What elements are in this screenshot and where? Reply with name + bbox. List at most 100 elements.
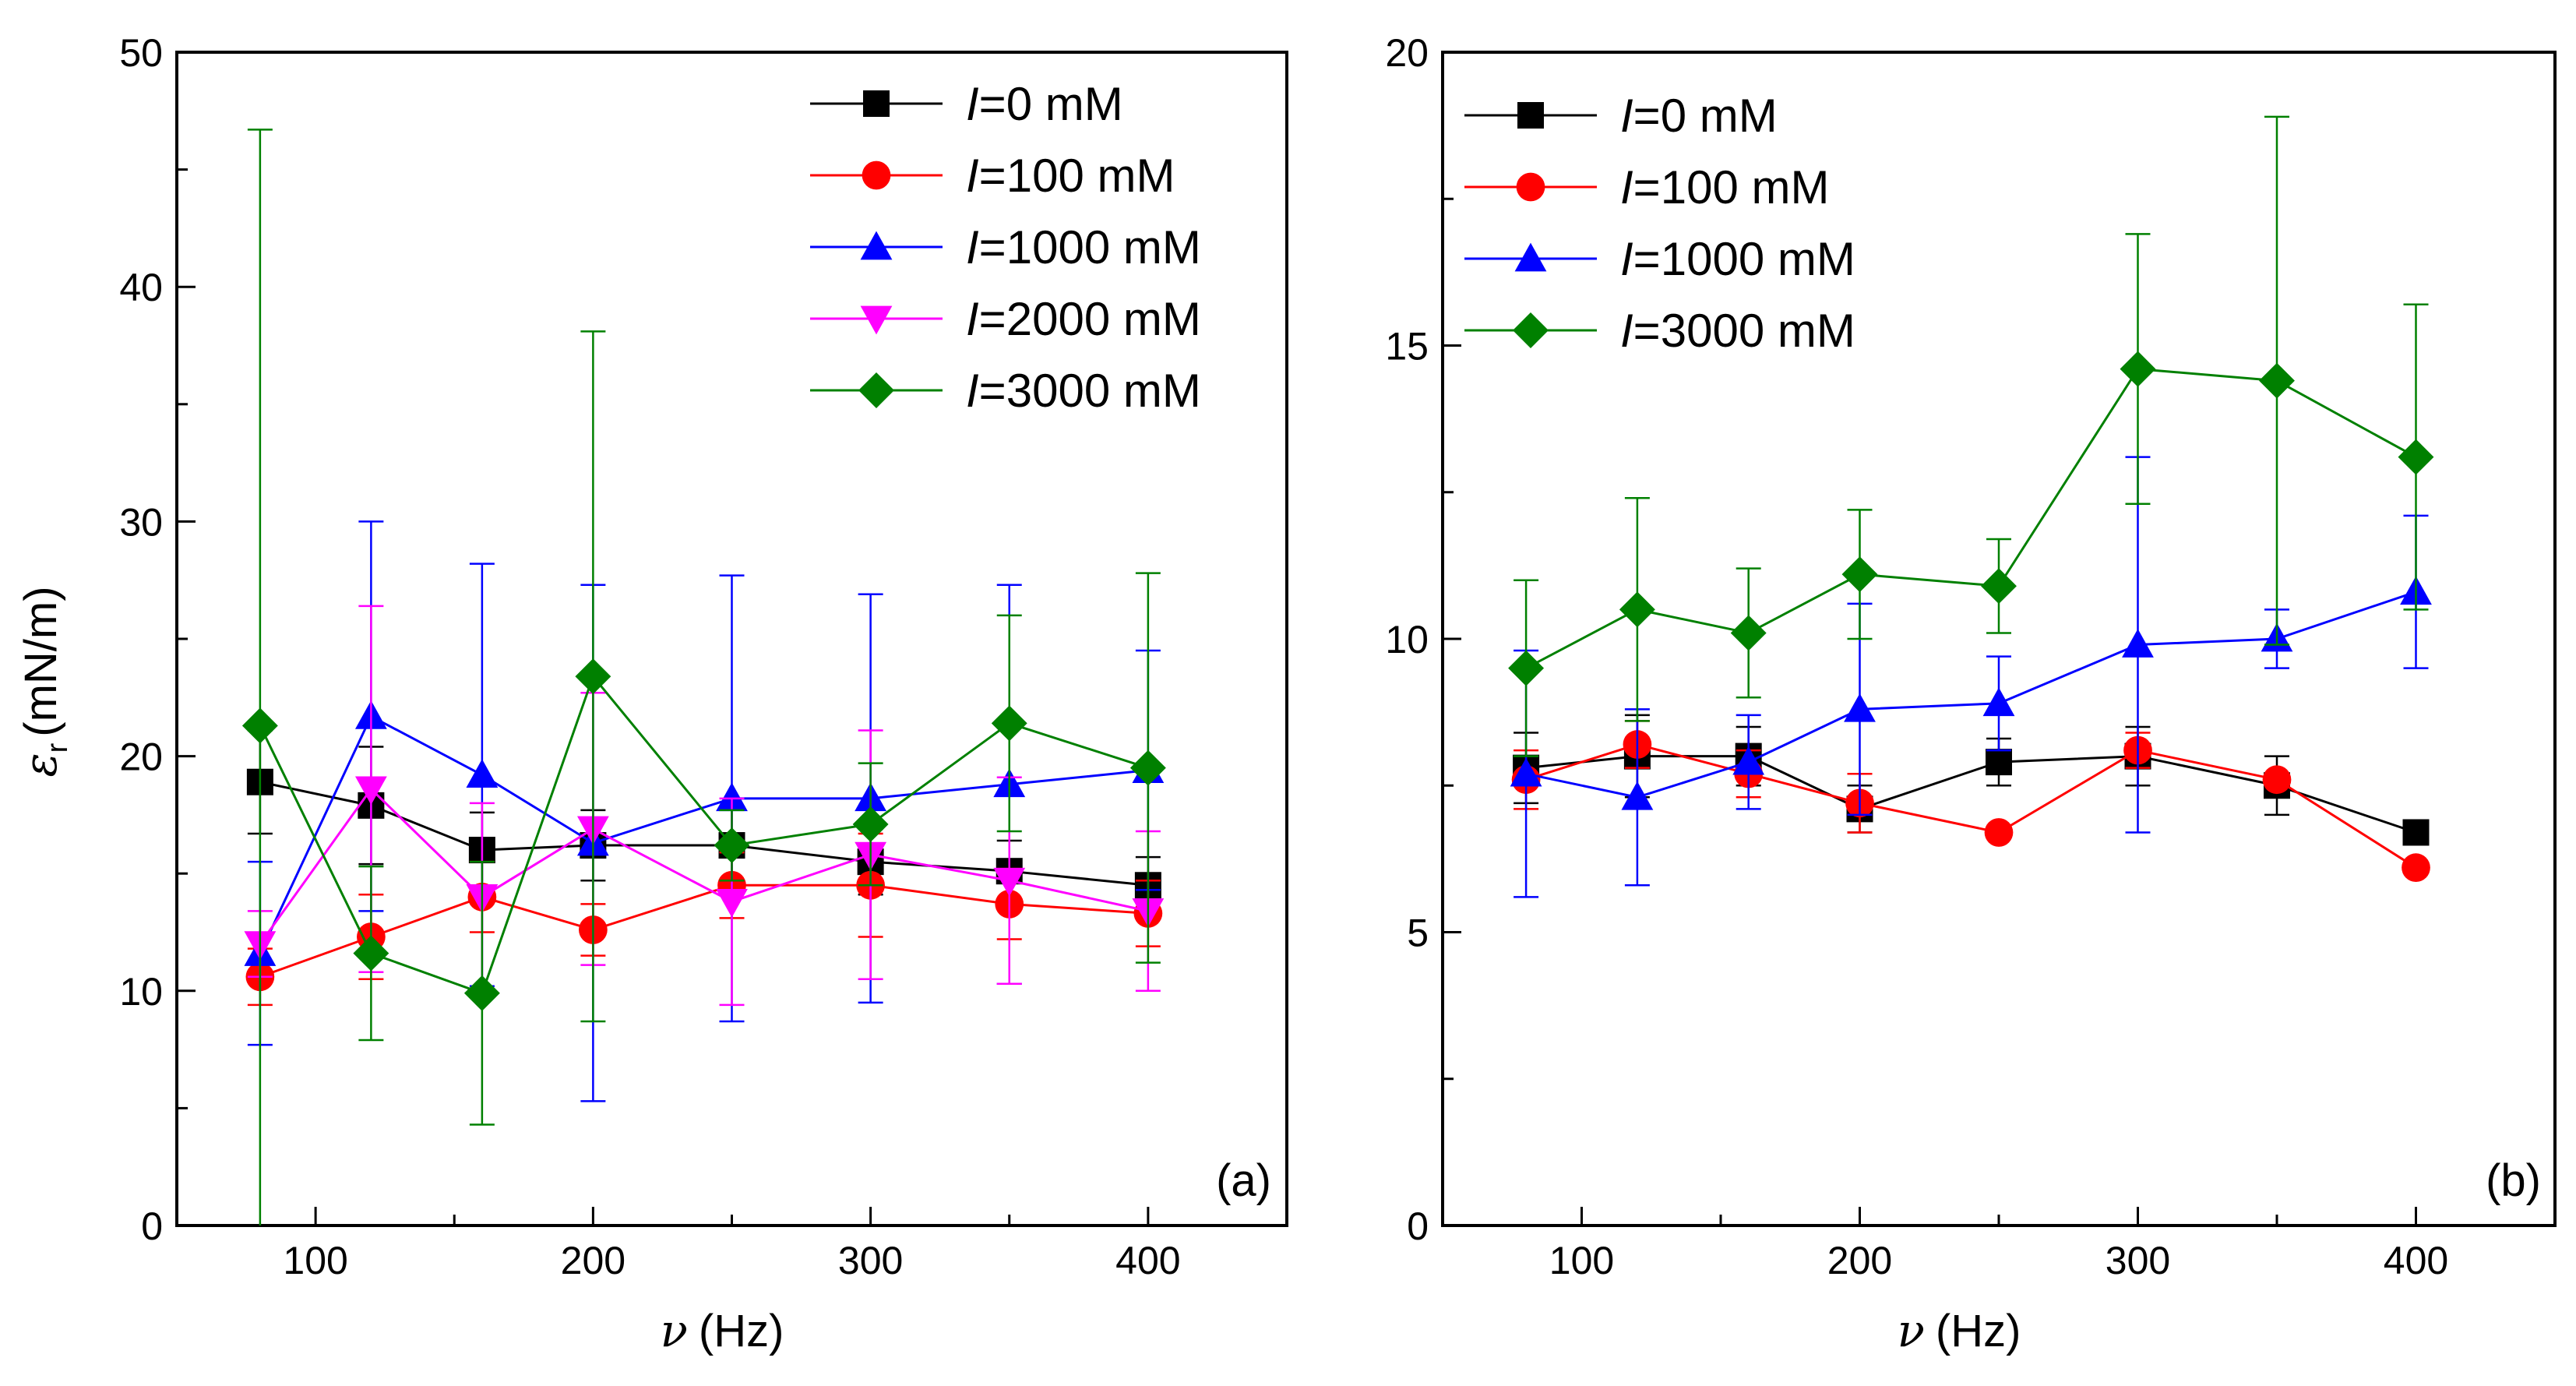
x-axis-label-a: ν (Hz) bbox=[661, 1304, 784, 1357]
x-axis-symbol-b: ν bbox=[1898, 1304, 1925, 1357]
legend-label-text: =3000 mM bbox=[979, 365, 1201, 417]
series-b-3 bbox=[1508, 115, 2434, 757]
x-tick-label-a: 100 bbox=[283, 1239, 347, 1282]
legend-label-symbol: I bbox=[1620, 233, 1633, 285]
y-axis-label: εr (mN/m) bbox=[14, 586, 74, 777]
legend-label-text: =1000 mM bbox=[979, 221, 1201, 273]
plot-frame-b bbox=[1441, 51, 2557, 1227]
legend-marker bbox=[858, 372, 894, 408]
legend-label-symbol: I bbox=[966, 150, 979, 202]
series-b-1 bbox=[1511, 720, 2430, 883]
series-line bbox=[1525, 591, 2416, 799]
data-point bbox=[1619, 591, 1655, 628]
legend-marker bbox=[860, 305, 893, 335]
legend-label-text: =1000 mM bbox=[1633, 233, 1855, 285]
legend-marker bbox=[1513, 312, 1549, 348]
data-point bbox=[1844, 693, 1876, 722]
x-tick-label-a: 200 bbox=[561, 1239, 625, 1282]
y-tick-label-a: 40 bbox=[119, 266, 163, 309]
y-tick-label-b: 0 bbox=[1407, 1204, 1429, 1248]
x-axis-unit-b: (Hz) bbox=[1936, 1306, 2021, 1356]
series-line bbox=[259, 787, 1149, 945]
x-axis-label-b: ν (Hz) bbox=[1898, 1304, 2021, 1357]
data-point bbox=[1732, 746, 1765, 775]
y-tick-label-a: 30 bbox=[119, 500, 163, 544]
legend-b: I=0 mMI=100 mMI=1000 mMI=3000 mM bbox=[1464, 90, 1855, 357]
data-point bbox=[1984, 818, 2014, 847]
legend-marker bbox=[860, 231, 893, 260]
legend-label-text: =100 mM bbox=[1633, 161, 1830, 213]
data-point bbox=[575, 658, 611, 695]
legend-label-symbol: I bbox=[966, 293, 979, 345]
y-axis-symbol: ε bbox=[14, 753, 67, 777]
x-tick-label-b: 200 bbox=[1827, 1239, 1892, 1282]
legend-marker bbox=[1514, 242, 1547, 272]
data-point bbox=[1986, 749, 2012, 776]
data-point bbox=[463, 975, 500, 1011]
data-point bbox=[714, 827, 750, 864]
y-tick-label-a: 20 bbox=[119, 735, 163, 779]
y-tick-label-b: 10 bbox=[1385, 618, 1429, 661]
data-point bbox=[241, 707, 278, 744]
x-tick-label-a: 400 bbox=[1115, 1239, 1180, 1282]
legend-label: I=3000 mM bbox=[1620, 305, 1855, 357]
legend-label: I=2000 mM bbox=[966, 293, 1201, 345]
legend-a: I=0 mMI=100 mMI=1000 mMI=2000 mMI=3000 m… bbox=[810, 78, 1201, 417]
data-point bbox=[353, 935, 389, 972]
data-point bbox=[466, 759, 499, 788]
series-a-1 bbox=[245, 832, 1163, 1007]
series-line bbox=[1525, 755, 2416, 834]
series-line bbox=[259, 781, 1149, 887]
legend-marker bbox=[862, 160, 891, 190]
data-point bbox=[2122, 629, 2154, 658]
y-tick-label-b: 20 bbox=[1385, 31, 1429, 75]
y-tick-label-a: 50 bbox=[119, 31, 163, 75]
y-tick-label-b: 15 bbox=[1385, 325, 1429, 369]
legend-marker bbox=[1516, 172, 1545, 202]
series-b-2 bbox=[1510, 456, 2432, 898]
legend-label-symbol: I bbox=[1620, 90, 1633, 142]
series-line bbox=[259, 883, 1148, 979]
data-point bbox=[1510, 757, 1542, 787]
data-point bbox=[993, 867, 1026, 897]
series-line bbox=[259, 714, 1149, 954]
legend-label: I=1000 mM bbox=[966, 221, 1201, 273]
legend-label: I=0 mM bbox=[966, 78, 1123, 130]
data-point bbox=[1730, 615, 1767, 651]
data-point bbox=[2402, 819, 2430, 846]
data-point bbox=[2402, 853, 2430, 883]
data-point bbox=[2120, 351, 2156, 387]
data-point bbox=[1508, 650, 1545, 686]
data-point bbox=[991, 705, 1027, 742]
legend-label-text: =100 mM bbox=[979, 150, 1175, 202]
series-line bbox=[259, 674, 1149, 995]
x-tick-label-b: 400 bbox=[2384, 1239, 2448, 1282]
legend-label-symbol: I bbox=[966, 78, 979, 130]
data-point bbox=[2398, 439, 2434, 475]
y-tick-label-a: 10 bbox=[119, 970, 163, 1014]
legend-label: I=100 mM bbox=[1620, 161, 1829, 213]
x-axis-symbol-a: ν bbox=[661, 1304, 688, 1357]
legend-label-symbol: I bbox=[1620, 161, 1633, 213]
data-point bbox=[716, 889, 748, 918]
x-tick-label-b: 300 bbox=[2106, 1239, 2170, 1282]
data-point bbox=[1982, 687, 2015, 717]
series-line bbox=[1525, 742, 2417, 869]
data-point bbox=[1129, 749, 1166, 786]
series-line bbox=[1525, 368, 2417, 669]
legend-label: I=1000 mM bbox=[1620, 233, 1855, 285]
legend-label-symbol: I bbox=[1620, 305, 1633, 357]
y-tick-label-b: 5 bbox=[1407, 912, 1429, 955]
data-point bbox=[1981, 568, 2017, 605]
legend-label: I=0 mM bbox=[1620, 90, 1778, 142]
data-point bbox=[1621, 781, 1654, 810]
legend-label-text: =0 mM bbox=[1633, 90, 1778, 142]
series-a-4 bbox=[241, 129, 1166, 1226]
y-tick-label-a: 0 bbox=[141, 1204, 163, 1248]
legend-label: I=3000 mM bbox=[966, 365, 1201, 417]
data-point bbox=[852, 806, 889, 842]
